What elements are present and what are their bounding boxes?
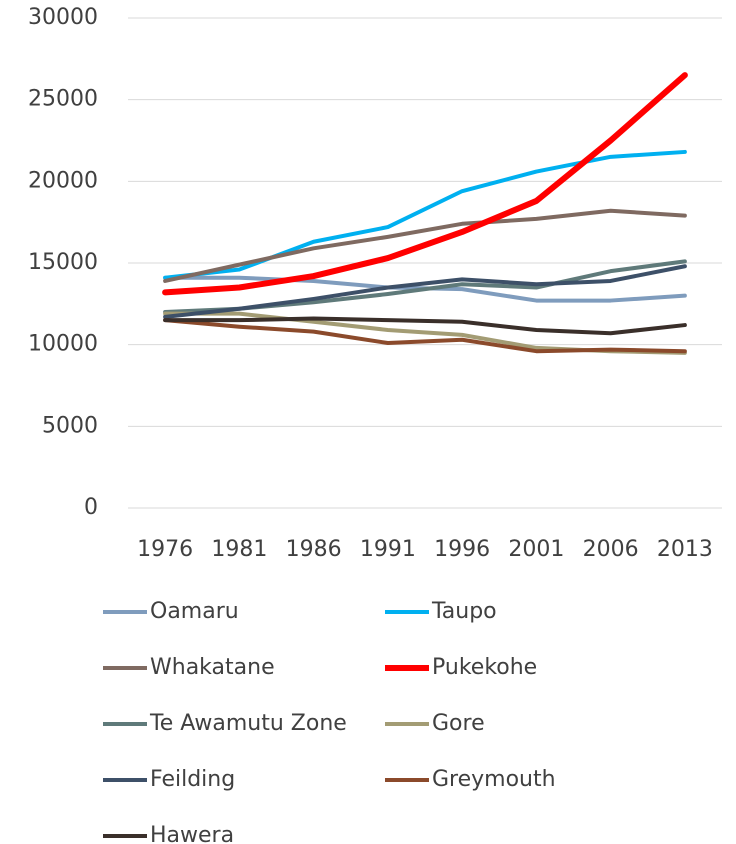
y-tick-label: 5000 [42, 413, 98, 438]
y-tick-label: 10000 [28, 332, 98, 357]
legend-label: Feilding [150, 767, 235, 792]
legend-label: Taupo [431, 599, 497, 624]
legend-label: Oamaru [150, 599, 239, 624]
x-tick-label: 1996 [434, 537, 490, 562]
x-tick-label: 1986 [286, 537, 342, 562]
y-tick-label: 15000 [28, 250, 98, 275]
legend-label: Whakatane [150, 655, 275, 680]
y-tick-label: 0 [84, 495, 98, 520]
legend-label: Hawera [150, 823, 234, 844]
series-line [163, 208, 687, 283]
x-tick-label: 2001 [508, 537, 564, 562]
y-tick-label: 25000 [28, 87, 98, 112]
y-tick-label: 30000 [28, 5, 98, 30]
x-tick-label: 1976 [137, 537, 193, 562]
series-line [162, 72, 688, 296]
series-line [163, 149, 687, 280]
series-line [163, 316, 687, 336]
x-tick-label: 1981 [211, 537, 267, 562]
legend-label: Greymouth [432, 767, 556, 792]
x-tick-label: 1991 [360, 537, 416, 562]
x-tick-label: 2013 [657, 537, 713, 562]
series-line [163, 264, 687, 319]
legend-label: Gore [432, 711, 485, 736]
x-tick-label: 2006 [583, 537, 639, 562]
y-tick-label: 20000 [28, 168, 98, 193]
series-line [163, 318, 687, 354]
legend-label: Te Awamutu Zone [149, 711, 347, 736]
legend-label: Pukekohe [432, 655, 537, 680]
